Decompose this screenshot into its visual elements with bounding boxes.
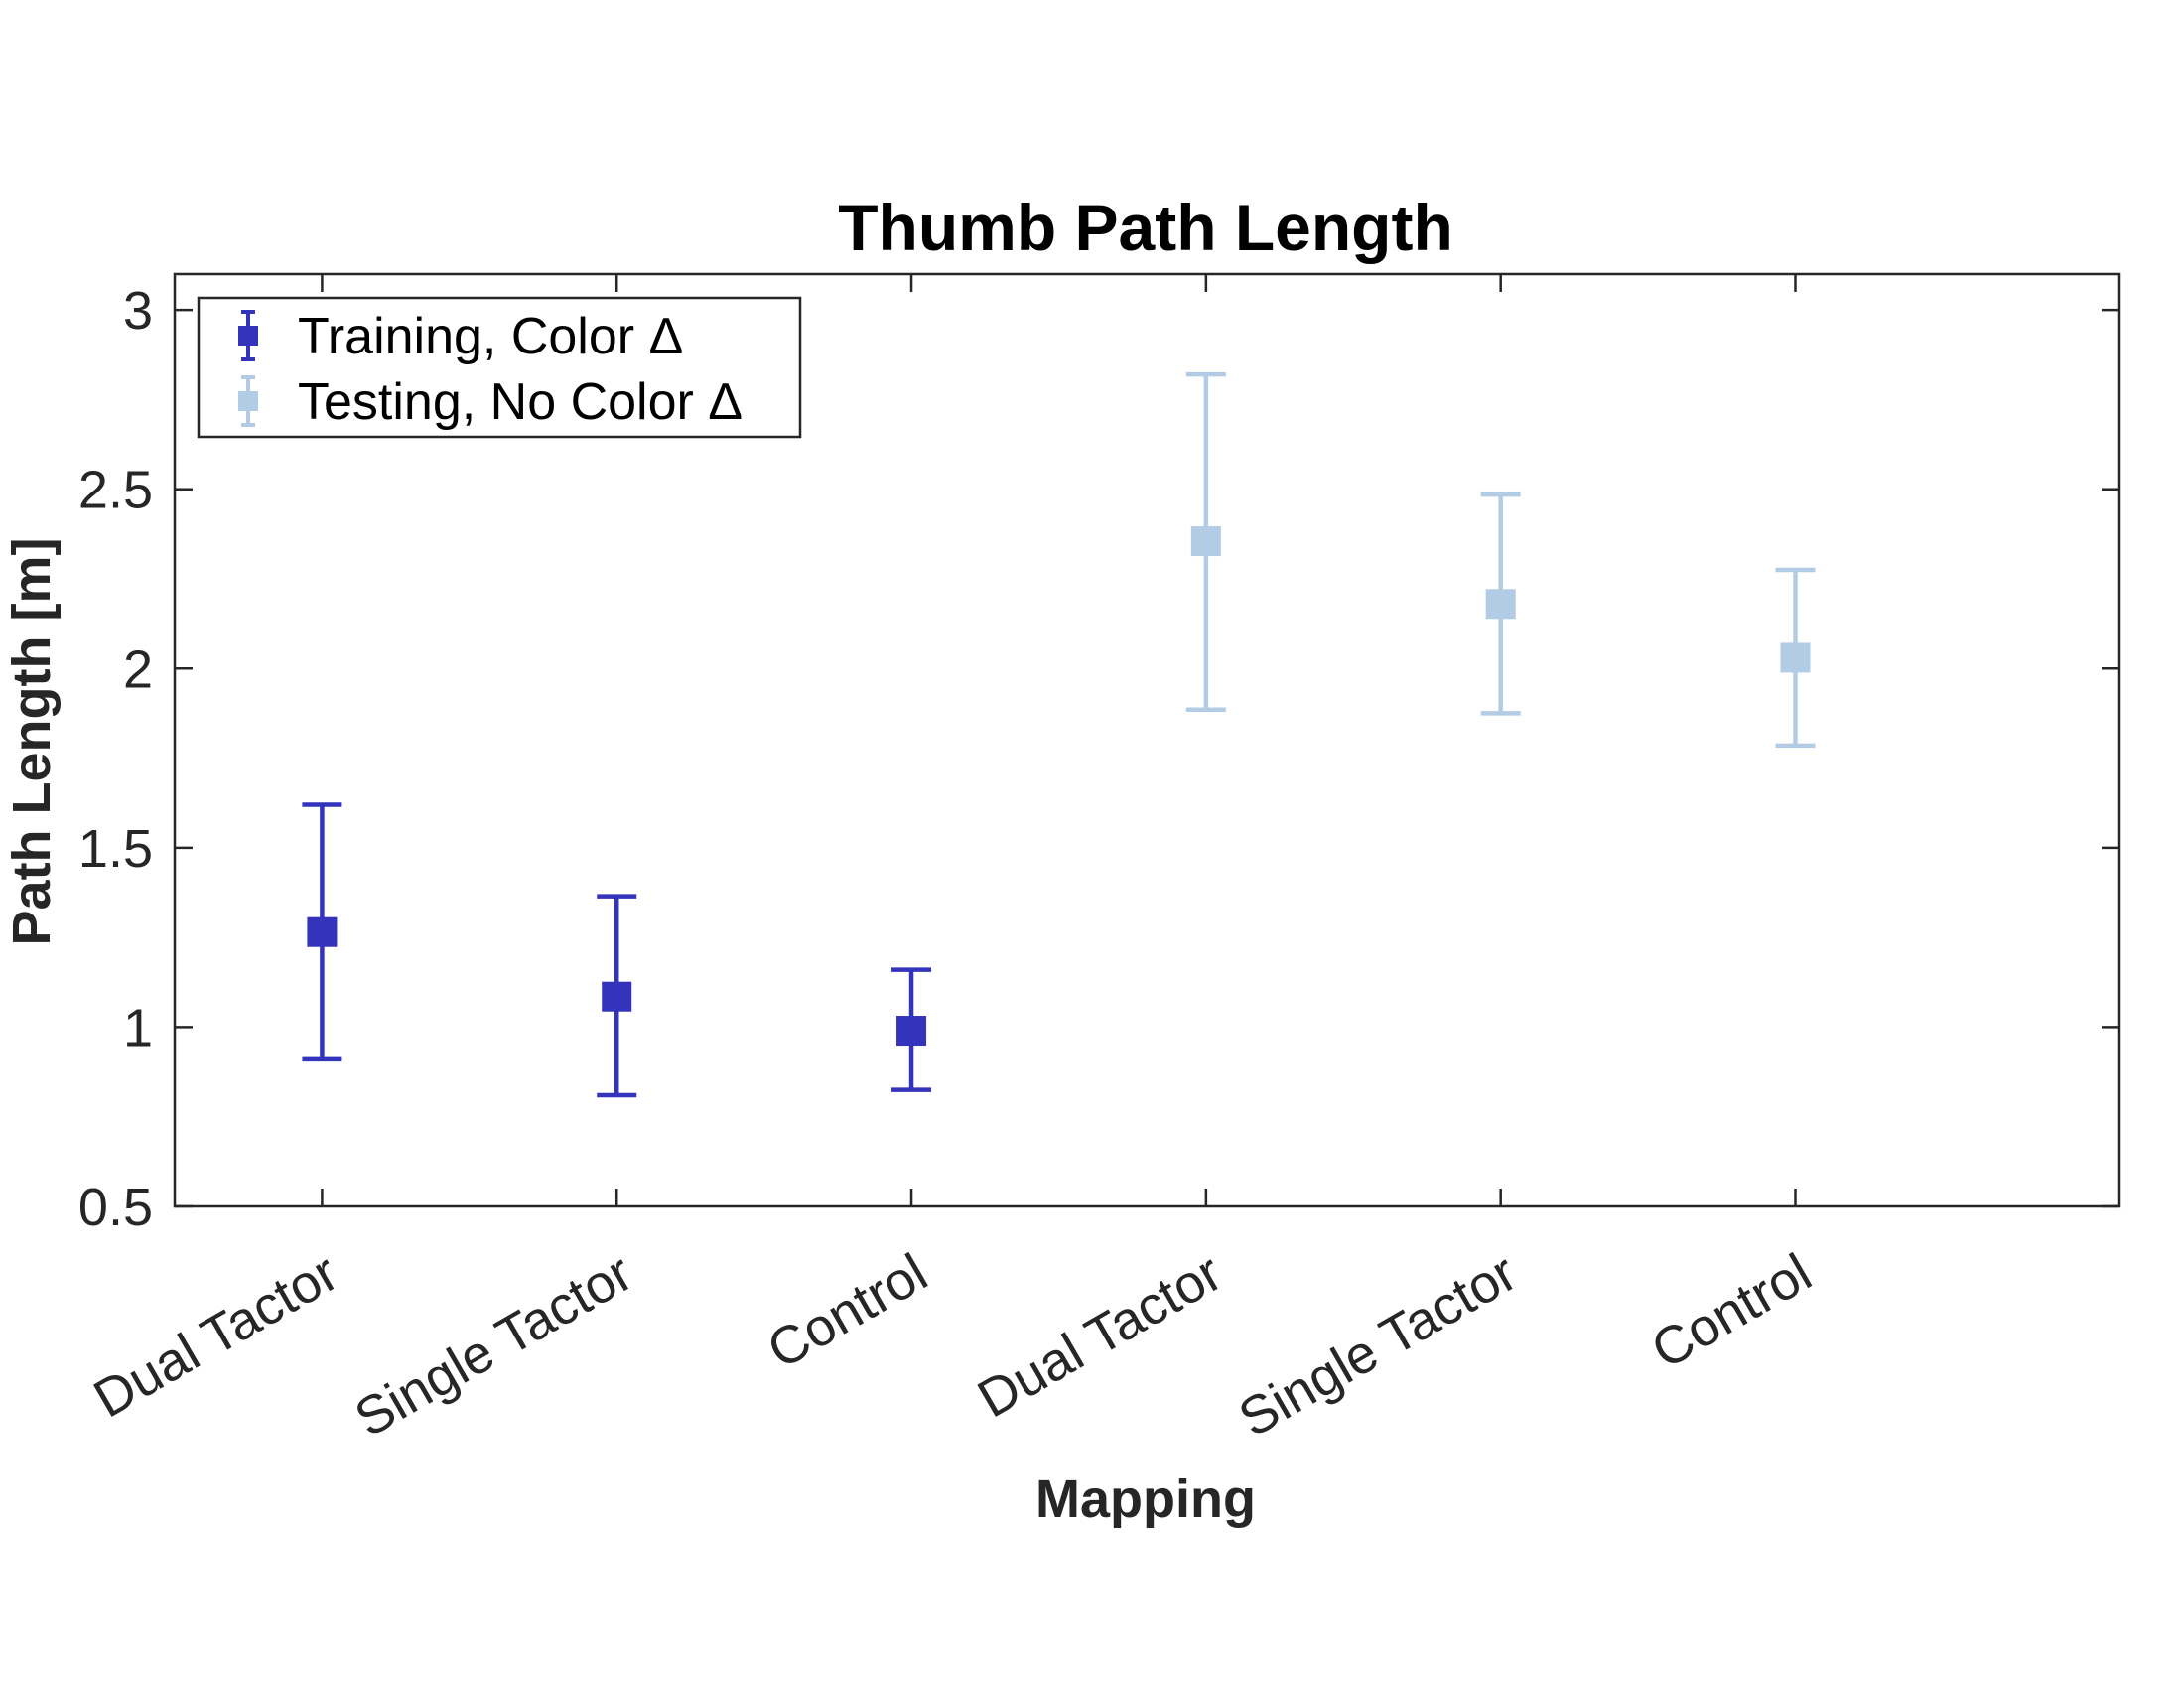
data-point bbox=[307, 916, 338, 947]
data-point bbox=[1780, 642, 1811, 673]
data-point bbox=[896, 1016, 927, 1047]
y-tick-label: 2 bbox=[123, 639, 153, 699]
y-tick-label: 2.5 bbox=[78, 461, 153, 520]
series-2 bbox=[1185, 371, 1816, 749]
legend-box bbox=[197, 296, 802, 439]
x-tick-label: Control bbox=[757, 1242, 937, 1380]
x-tick-label: Single Tactor bbox=[345, 1242, 643, 1449]
x-tick-label: Control bbox=[1642, 1242, 1822, 1380]
series-1 bbox=[302, 802, 932, 1098]
y-tick-label: 0.5 bbox=[78, 1178, 153, 1237]
x-tick-label: Dual Tactor bbox=[968, 1242, 1232, 1429]
legend-label: Testing, No Color Δ bbox=[298, 373, 743, 431]
y-tick-label: 1.5 bbox=[78, 819, 153, 879]
chart-title: Thumb Path Length bbox=[838, 191, 1453, 264]
legend-marker bbox=[238, 326, 258, 346]
y-axis-label: Path Length [m] bbox=[2, 538, 62, 946]
y-tick-label: 1 bbox=[123, 998, 153, 1057]
legend-marker bbox=[238, 391, 258, 411]
x-tick-label: Dual Tactor bbox=[84, 1242, 348, 1429]
axes-box bbox=[173, 272, 2121, 1208]
x-axis-label: Mapping bbox=[1035, 1470, 1256, 1529]
data-point bbox=[1190, 526, 1221, 557]
x-tick-label: Single Tactor bbox=[1229, 1242, 1527, 1449]
legend: Training, Color Δ Testing, No Color Δ bbox=[197, 296, 802, 439]
data-point bbox=[602, 981, 632, 1012]
legend-label: Training, Color Δ bbox=[298, 308, 683, 365]
y-tick-label: 3 bbox=[123, 281, 153, 341]
data-point bbox=[1485, 589, 1516, 620]
